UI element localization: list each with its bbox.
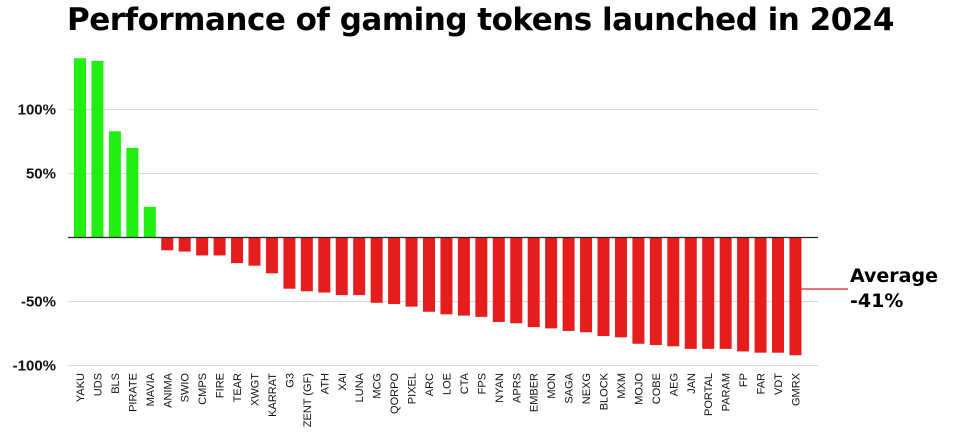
bar-pixel (405, 237, 418, 307)
bar-qorpo (388, 237, 401, 305)
x-tick-label: NEXG (581, 373, 593, 404)
y-axis-ticks: 100% 50% -50% -100% (13, 102, 56, 375)
y-tick-label: 50% (26, 166, 56, 183)
bar-vdt (772, 237, 784, 353)
x-tick-label: XAI (337, 373, 349, 391)
bar-cobe (649, 237, 662, 346)
x-tick-label: YAKU (75, 373, 87, 402)
x-tick-label: VDT (773, 373, 785, 395)
bar-swio (178, 237, 191, 252)
x-tick-label: SAGA (564, 372, 576, 403)
x-tick-label: AEG (668, 373, 680, 396)
x-tick-label: MCG (372, 373, 384, 399)
bar-luna (353, 237, 366, 296)
x-tick-label: TEAR (232, 373, 244, 402)
x-tick-label: LUNA (354, 372, 366, 402)
bar-gmrx (789, 237, 802, 356)
x-tick-label: ANIMA (162, 372, 174, 408)
bar-portal (702, 237, 715, 349)
x-tick-label: NYAN (494, 373, 506, 403)
average-value-text: -41% (850, 290, 904, 312)
bar-mojo (632, 237, 645, 344)
y-tick-label: -100% (13, 358, 56, 375)
bar-param (719, 237, 732, 349)
bar-nexg (580, 237, 593, 333)
bar-mxm (614, 237, 627, 338)
x-tick-label: BLS (110, 373, 122, 394)
bar-nyan (492, 237, 505, 322)
bar-xwgt (248, 237, 261, 266)
x-tick-label: GMRX (790, 372, 802, 406)
y-tick-label: -50% (21, 294, 56, 311)
x-tick-label: FAR (756, 373, 768, 394)
y-tick-label: 100% (18, 102, 56, 119)
x-tick-label: PIXEL (407, 373, 419, 404)
x-tick-label: KARRAT (267, 373, 279, 417)
bars (74, 58, 802, 356)
bar-mcg (370, 237, 383, 303)
x-tick-label: MOJO (633, 373, 645, 405)
bar-jan (684, 237, 697, 349)
x-tick-label: COBE (651, 373, 663, 404)
bar-ember (527, 237, 540, 328)
bar-tear (231, 237, 244, 264)
bar-mavia (143, 206, 156, 238)
bar-xai (335, 237, 348, 296)
average-annotation: Average -41% (850, 264, 938, 314)
bar-mon (545, 237, 558, 329)
x-tick-label: ATH (319, 373, 331, 394)
x-tick-label: ARC (424, 373, 436, 396)
x-tick-label: APRS (511, 373, 523, 403)
bar-fps (475, 237, 488, 317)
bar-anima (161, 237, 174, 251)
x-tick-label: BLOCK (599, 372, 611, 410)
x-tick-label: XWGT (250, 373, 262, 406)
x-tick-label: FPS (476, 373, 488, 394)
x-tick-label: MAVIA (145, 372, 157, 406)
x-tick-label: UDS (92, 373, 104, 396)
bar-aprs (510, 237, 523, 324)
x-tick-label: CTA (459, 372, 471, 394)
x-tick-label: PORTAL (703, 373, 715, 416)
bar-zent-gf (300, 237, 313, 292)
bar-arc (423, 237, 435, 312)
x-tick-label: FP (738, 373, 750, 387)
x-tick-label: JAN (686, 373, 698, 394)
x-tick-label: FIRE (215, 373, 227, 398)
x-tick-label: SWIO (180, 373, 192, 403)
x-tick-label: CMPS (197, 373, 209, 405)
bar-cta (457, 237, 470, 316)
bar-aeg (667, 237, 680, 347)
bar-fp (737, 237, 750, 352)
bar-uds (91, 60, 104, 238)
bar-fire (213, 237, 226, 256)
bar-pirate (126, 147, 139, 238)
bar-g3 (283, 237, 296, 289)
x-tick-label: QORPO (389, 373, 401, 414)
x-tick-label: LOE (441, 373, 453, 395)
x-tick-label: MXM (616, 373, 628, 399)
chart-title: Performance of gaming tokens launched in… (67, 2, 894, 38)
bar-loe (440, 237, 453, 315)
x-axis-labels: YAKU UDS BLS PIRATE MAVIA ANIMA SWIO CMPS FIRE TE… (75, 372, 802, 427)
average-label-text: Average (850, 265, 938, 287)
x-tick-label: G3 (284, 373, 296, 388)
x-tick-label: PIRATE (127, 373, 139, 412)
bar-far (754, 237, 767, 353)
x-tick-label: ZENT (GF) (302, 373, 314, 427)
bar-saga (562, 237, 575, 331)
x-tick-label: EMBER (529, 373, 541, 412)
bar-karrat (265, 237, 278, 274)
bar-cmps (196, 237, 209, 256)
bar-yaku (74, 58, 86, 238)
x-tick-label: MON (546, 373, 558, 399)
bar-bls (108, 131, 121, 238)
bar-ath (318, 237, 331, 293)
x-tick-label: PARAM (721, 373, 733, 411)
bar-block (597, 237, 610, 337)
